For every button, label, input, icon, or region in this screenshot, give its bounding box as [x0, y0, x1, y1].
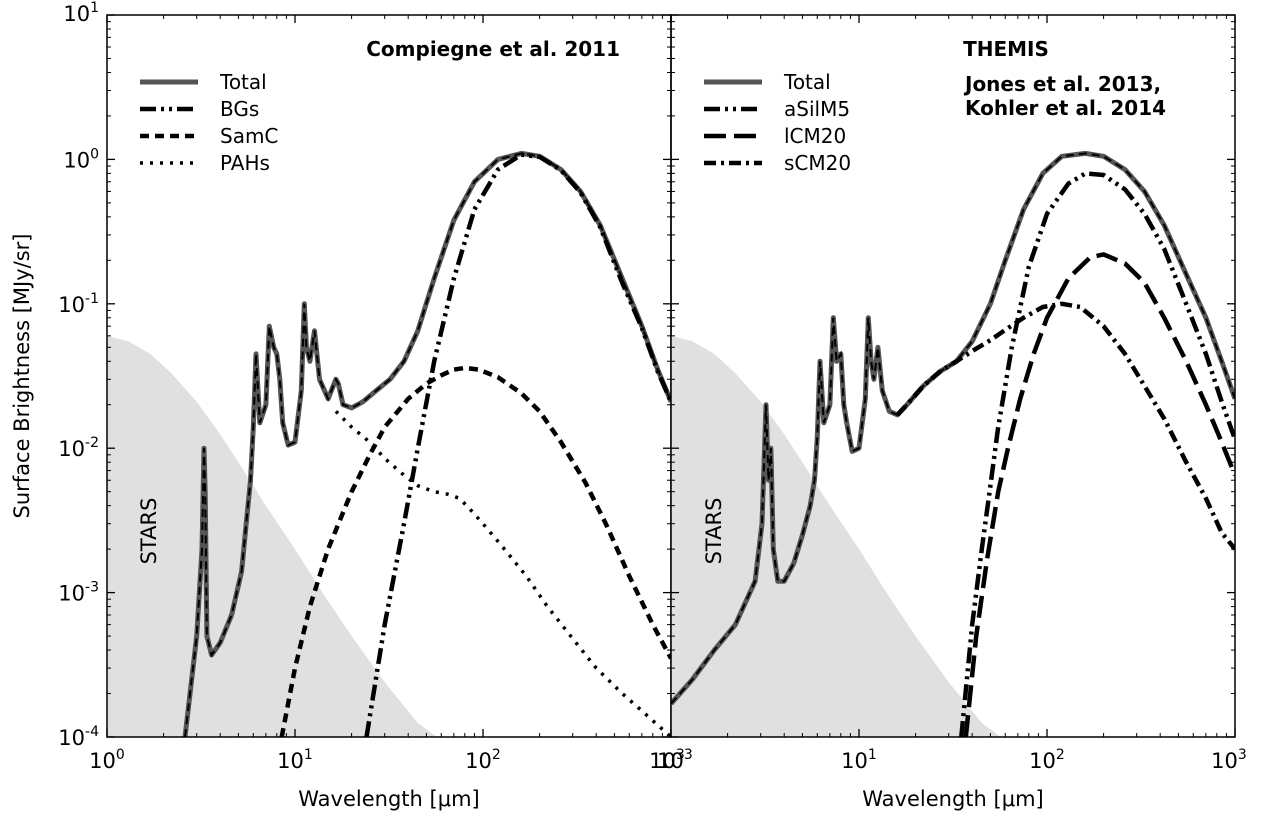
x-axis-label-left: Wavelength [μm]	[298, 787, 479, 811]
legend-label-total: Total	[783, 70, 831, 94]
legend-label-bgs: BGs	[220, 97, 259, 121]
y-axis-label-text: Surface Brightness [MJy/sr]	[10, 234, 34, 519]
panel-left-reference: Compiegne et al. 2011	[366, 37, 620, 61]
series-line-samc	[279, 365, 671, 737]
panel-right-reference-line1: Jones et al. 2013,	[963, 72, 1161, 96]
x-tick-label: 103	[649, 747, 685, 773]
panel-left: 100 101 102 103 10-4 10-3 10-2 10-1 100 101 STARS…	[10, 0, 685, 811]
panel-right: 103 101 102 103 STARS THEMIS Jones et al. 2…	[657, 14, 1247, 811]
panel-right-title: THEMIS	[963, 37, 1049, 61]
panel-right-reference-line2: Kohler et al. 2014	[965, 96, 1166, 120]
legend-label-scm20: sCM20	[784, 151, 851, 175]
x-axis-label-right: Wavelength [μm]	[862, 787, 1043, 811]
stars-region-left	[107, 335, 438, 737]
y-tick-label: 10-2	[58, 435, 99, 461]
series-line-bgs	[364, 152, 671, 737]
y-tick-label: 100	[63, 146, 99, 172]
legend-label-pahs: PAHs	[220, 151, 270, 175]
stars-label-left: STARS	[137, 498, 161, 565]
series-line-total-overlay	[184, 152, 671, 737]
x-tick-label: 100	[89, 747, 125, 773]
y-axis-label: Surface Brightness [MJy/sr]	[10, 234, 34, 519]
legend-left: Total BGs SamC PAHs	[140, 70, 278, 175]
series-line-lcm20	[963, 252, 1235, 737]
y-tick-label: 10-4	[58, 724, 99, 750]
y-tick-label: 10-3	[58, 580, 99, 606]
x-tick-label: 103	[1211, 747, 1247, 773]
legend-right: Total aSilM5 lCM20 sCM20	[704, 70, 851, 175]
x-tick-label: 103	[657, 747, 693, 773]
legend-label-samc: SamC	[220, 124, 278, 148]
series-line-total-overlay	[671, 152, 1235, 705]
x-tick-label: 101	[841, 747, 877, 773]
x-tick-label: 101	[277, 747, 313, 773]
legend-label-lcm20: lCM20	[784, 124, 846, 148]
stars-label-right: STARS	[702, 498, 726, 565]
stars-region-right	[671, 335, 1002, 737]
x-tick-label: 102	[1029, 747, 1065, 773]
plot-frame-right	[670, 14, 1236, 738]
legend-label-total: Total	[219, 70, 267, 94]
x-tick-label: 102	[465, 747, 501, 773]
series-line-scm20	[895, 301, 1235, 551]
series-line-pahs	[334, 410, 671, 737]
legend-label-asilm5: aSilM5	[784, 97, 850, 121]
y-tick-label: 101	[63, 0, 99, 26]
series-line-asilm5	[959, 171, 1235, 737]
y-tick-label: 10-1	[58, 291, 99, 317]
